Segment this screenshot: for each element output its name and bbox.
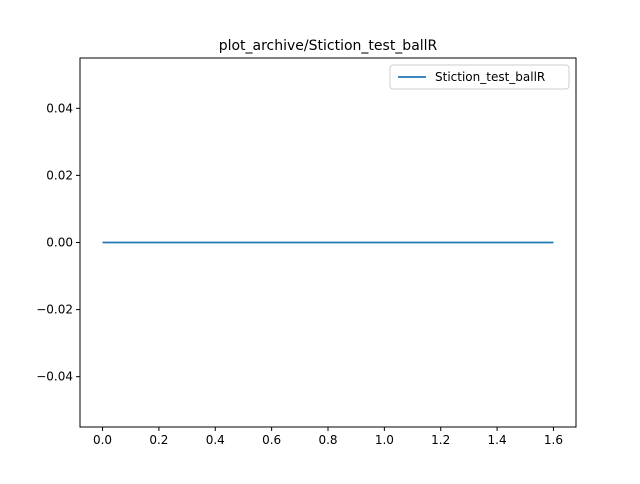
y-tick-label: 0.04 <box>46 101 73 115</box>
x-tick-label: 1.6 <box>544 433 563 447</box>
plot-frame <box>79 57 577 428</box>
y-tick-label: −0.02 <box>36 303 73 317</box>
x-tick-label: 0.0 <box>93 433 112 447</box>
x-tick-label: 0.4 <box>206 433 225 447</box>
chart-title: plot_archive/Stiction_test_ballR <box>219 38 438 54</box>
x-tick-label: 0.6 <box>262 433 281 447</box>
x-tick-label: 1.2 <box>431 433 450 447</box>
legend: Stiction_test_ballR <box>389 64 570 90</box>
x-axis: 0.0 0.2 0.4 0.6 0.8 1.0 1.2 1.4 1.6 <box>93 427 563 447</box>
y-axis: −0.04 −0.02 0.00 0.02 0.04 <box>36 101 80 384</box>
legend-label: Stiction_test_ballR <box>435 70 545 84</box>
y-tick-label: −0.04 <box>36 370 73 384</box>
legend-box <box>389 64 570 90</box>
y-tick-label: 0.00 <box>46 236 73 250</box>
x-tick-label: 1.0 <box>375 433 394 447</box>
x-tick-label: 1.4 <box>488 433 507 447</box>
y-tick-label: 0.02 <box>46 168 73 182</box>
x-tick-label: 0.8 <box>318 433 337 447</box>
x-tick-label: 0.2 <box>149 433 168 447</box>
